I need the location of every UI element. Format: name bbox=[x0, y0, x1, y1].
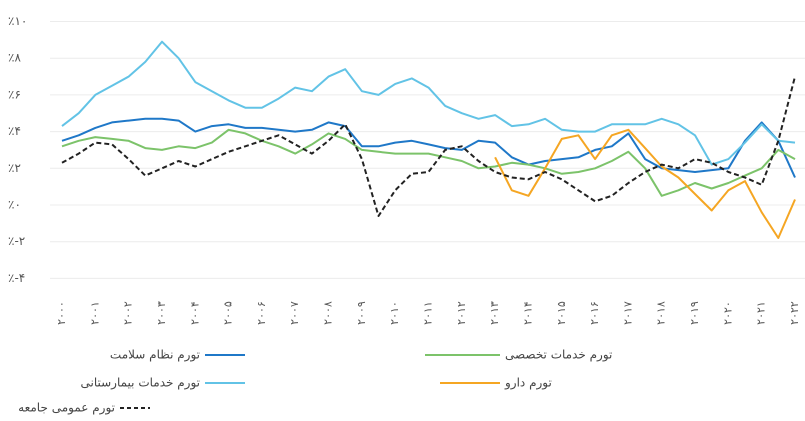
y-tick-label: ٪۴ bbox=[8, 124, 21, 138]
x-tick-label: ۲۰۰۷ bbox=[288, 301, 301, 325]
x-tick-label: ۲۰۰۸ bbox=[322, 301, 335, 325]
legend-label: تورم خدمات تخصصی bbox=[505, 348, 612, 363]
y-tick-label: ٪۶ bbox=[8, 87, 21, 101]
series-line bbox=[62, 77, 795, 216]
x-tick-label: ۲۰۱۲ bbox=[455, 301, 468, 325]
x-tick-label: ۲۰۰۵ bbox=[222, 301, 235, 325]
x-tick-label: ۲۰۲۱ bbox=[755, 301, 768, 325]
x-tick-label: ۲۰۱۵ bbox=[555, 301, 568, 325]
x-tick-label: ۲۰۰۳ bbox=[155, 301, 168, 325]
x-tick-label: ۲۰۱۶ bbox=[588, 301, 601, 325]
x-tick-label: ۲۰۰۲ bbox=[122, 301, 135, 325]
series-line bbox=[62, 42, 795, 165]
y-tick-label: ٪۸ bbox=[8, 51, 21, 65]
x-tick-label: ۲۰۲۲ bbox=[788, 301, 801, 325]
legend-label: تورم نظام سلامت bbox=[110, 348, 200, 363]
x-tick-label: ۲۰۱۱ bbox=[422, 301, 435, 325]
x-tick-label: ۲۰۱۸ bbox=[655, 301, 668, 325]
y-tick-label: ٪-۴ bbox=[8, 271, 25, 285]
x-tick-label: ۲۰۲۰ bbox=[721, 301, 734, 325]
x-tick-label: ۲۰۰۴ bbox=[188, 301, 201, 325]
x-tick-label: ۲۰۱۳ bbox=[488, 301, 501, 325]
y-tick-label: ٪۱۰ bbox=[8, 14, 27, 28]
x-tick-label: ۲۰۱۷ bbox=[621, 301, 634, 325]
x-tick-label: ۲۰۱۴ bbox=[521, 301, 534, 325]
y-tick-label: ٪۰ bbox=[8, 198, 21, 212]
x-tick-label: ۲۰۰۰ bbox=[55, 301, 68, 325]
x-tick-label: ۲۰۱۰ bbox=[388, 301, 401, 325]
series-line bbox=[62, 130, 795, 196]
y-tick-label: ٪-۲ bbox=[8, 234, 25, 248]
legend-label: تورم خدمات بیمارستانی bbox=[80, 376, 200, 391]
x-tick-label: ۲۰۰۱ bbox=[88, 301, 101, 325]
x-tick-label: ۲۰۰۶ bbox=[255, 301, 268, 325]
legend-label: تورم دارو bbox=[504, 376, 552, 391]
series-line bbox=[495, 130, 795, 238]
y-tick-label: ٪۲ bbox=[8, 161, 21, 175]
legend-label: تورم عمومی جامعه bbox=[18, 401, 115, 416]
chart: ٪۱۰ ٪۸ ٪۶ ٪۴ ٪۲ ٪۰ ٪-۲ ٪-۴ ۲۰۰۰ ۲۰۰۱ ۲۰۰۲ ۲۰۰۳ ۲۰۰۴ ۲… bbox=[0, 0, 805, 421]
x-tick-label: ۲۰۱۹ bbox=[688, 301, 701, 325]
x-tick-label: ۲۰۰۹ bbox=[355, 301, 368, 325]
